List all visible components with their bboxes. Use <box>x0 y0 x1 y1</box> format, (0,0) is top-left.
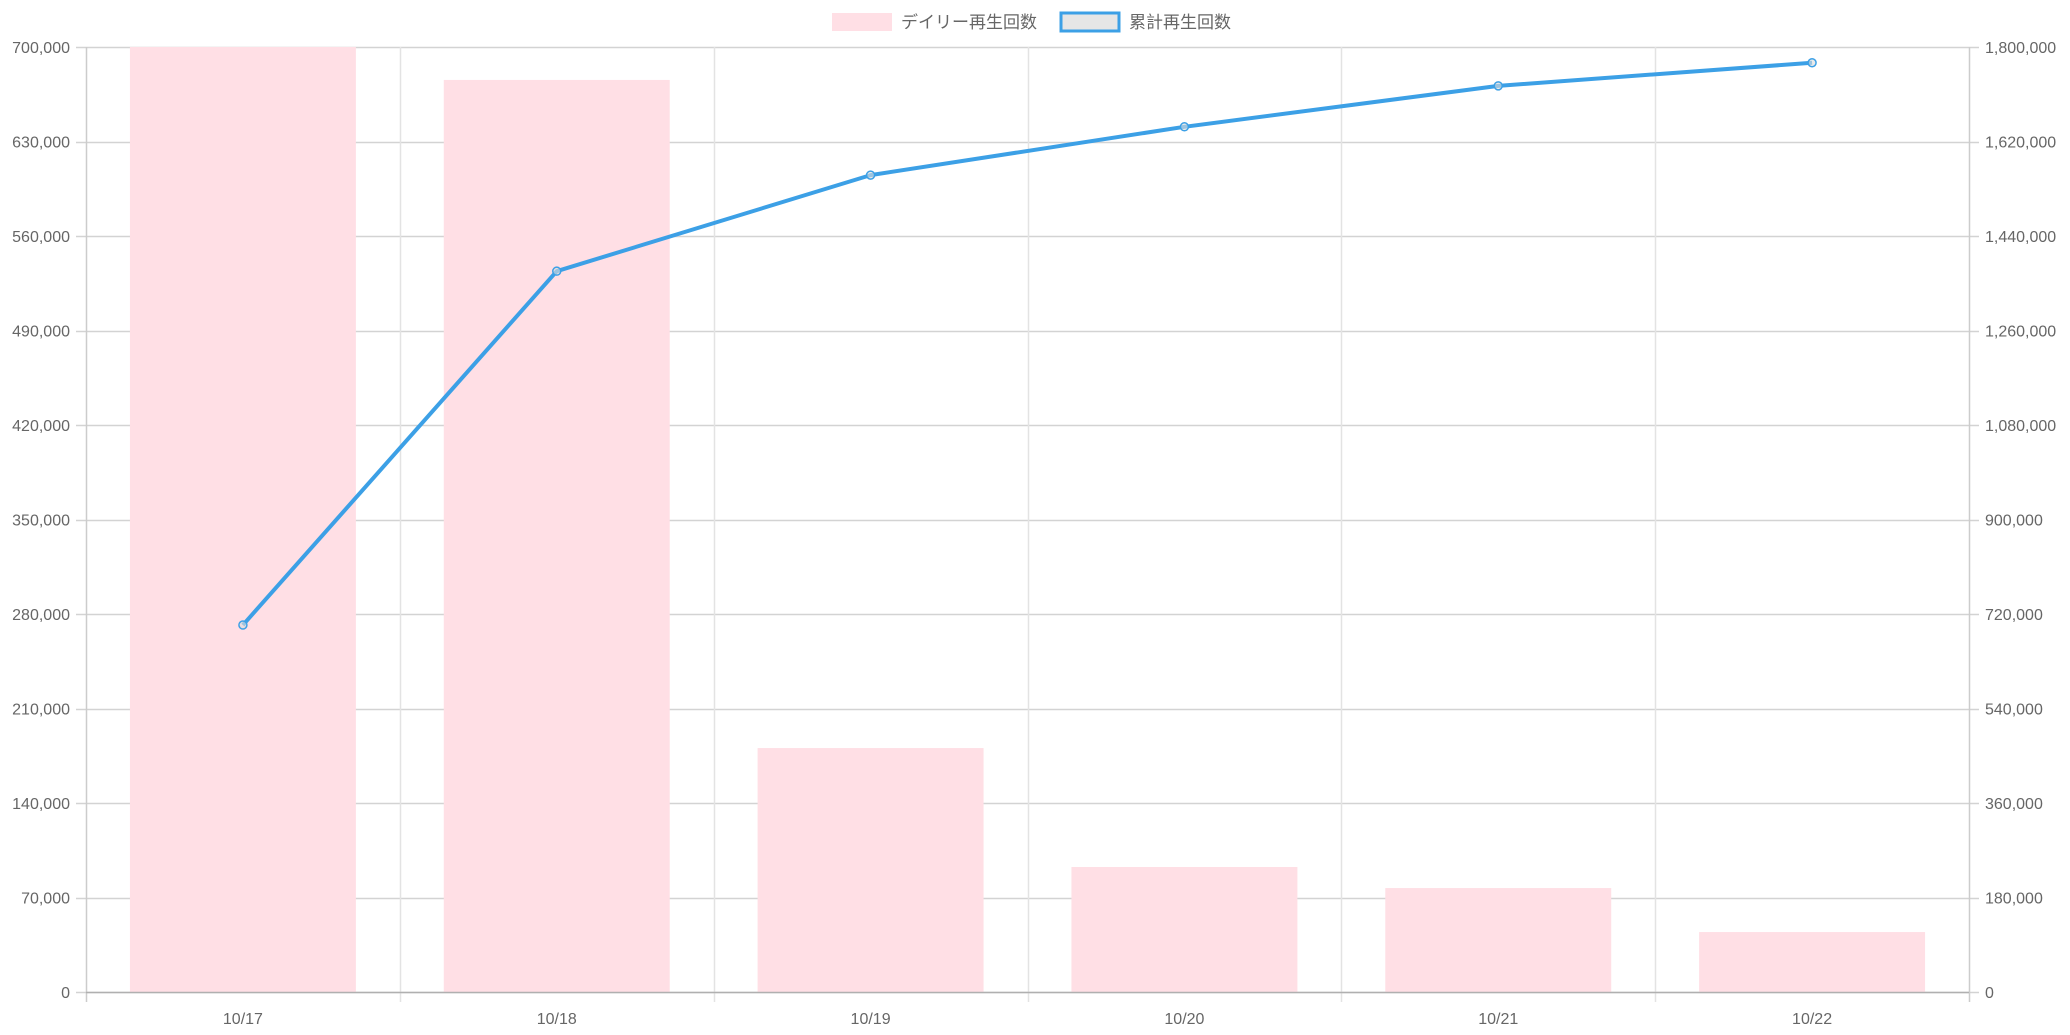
grid <box>76 46 1979 1002</box>
point-10-20[interactable] <box>1179 122 1190 132</box>
x-tick-label: 10/22 <box>1792 1011 1832 1028</box>
point-10-21[interactable] <box>1493 81 1503 91</box>
right-tick-label: 1,440,000 <box>1985 229 2056 246</box>
right-tick-label: 1,080,000 <box>1985 418 2056 435</box>
left-tick-label: 280,000 <box>12 607 70 624</box>
axes <box>85 47 1971 1002</box>
left-tick-label: 210,000 <box>12 702 70 719</box>
bar-10-20[interactable] <box>1071 866 1298 992</box>
left-axis-ticks: 0 70,000 140,000 210,000 280,000 350,000 420,0… <box>12 40 70 1002</box>
right-tick-label: 1,620,000 <box>1985 135 2056 152</box>
legend-swatch-daily <box>832 13 892 31</box>
left-tick-label: 0 <box>61 985 70 1002</box>
right-axis-ticks: 0 180,000 360,000 540,000 720,000 900,000 1,08… <box>1985 40 2056 1002</box>
legend-item-daily[interactable]: デイリー再生回数 <box>832 12 1037 33</box>
bar-10-19[interactable] <box>757 748 984 992</box>
bar-10-22[interactable] <box>1699 932 1926 992</box>
legend: デイリー再生回数 累計再生回数 <box>832 11 1231 33</box>
left-tick-label: 70,000 <box>21 891 70 908</box>
line-cumulative <box>241 60 1813 627</box>
right-tick-label: 180,000 <box>1985 891 2043 908</box>
right-tick-label: 540,000 <box>1985 702 2043 719</box>
left-tick-label: 630,000 <box>12 135 70 152</box>
point-10-22[interactable] <box>1807 58 1817 68</box>
point-10-17[interactable] <box>238 620 248 630</box>
x-axis-ticks: 10/17 10/18 10/19 10/20 10/21 10/22 <box>223 1011 1832 1028</box>
x-tick-label: 10/20 <box>1164 1011 1204 1028</box>
left-tick-label: 700,000 <box>12 40 70 57</box>
legend-label-daily: デイリー再生回数 <box>901 12 1037 33</box>
left-tick-label: 140,000 <box>12 796 70 813</box>
left-tick-label: 560,000 <box>12 229 70 246</box>
bar-10-21[interactable] <box>1385 888 1612 992</box>
x-tick-label: 10/21 <box>1478 1011 1518 1028</box>
right-tick-label: 360,000 <box>1985 796 2043 813</box>
right-tick-label: 1,260,000 <box>1985 324 2056 341</box>
right-tick-label: 0 <box>1985 985 1994 1002</box>
line-series <box>238 58 1817 630</box>
x-tick-label: 10/17 <box>223 1011 263 1028</box>
left-tick-label: 490,000 <box>12 324 70 341</box>
legend-label-cumulative: 累計再生回数 <box>1129 13 1231 33</box>
point-10-19[interactable] <box>865 170 876 180</box>
x-tick-label: 10/18 <box>537 1011 577 1028</box>
left-tick-label: 420,000 <box>12 418 70 435</box>
bar-10-17[interactable] <box>129 47 356 992</box>
point-10-18[interactable] <box>552 266 562 276</box>
legend-item-cumulative[interactable]: 累計再生回数 <box>1059 11 1231 33</box>
bar-10-18[interactable] <box>443 79 670 992</box>
right-tick-label: 1,800,000 <box>1985 40 2056 57</box>
bar-series <box>129 47 1926 992</box>
x-tick-label: 10/19 <box>851 1011 891 1028</box>
left-tick-label: 350,000 <box>12 513 70 530</box>
legend-swatch-cumulative <box>1059 11 1121 33</box>
right-tick-label: 900,000 <box>1985 513 2043 530</box>
right-tick-label: 720,000 <box>1985 607 2043 624</box>
